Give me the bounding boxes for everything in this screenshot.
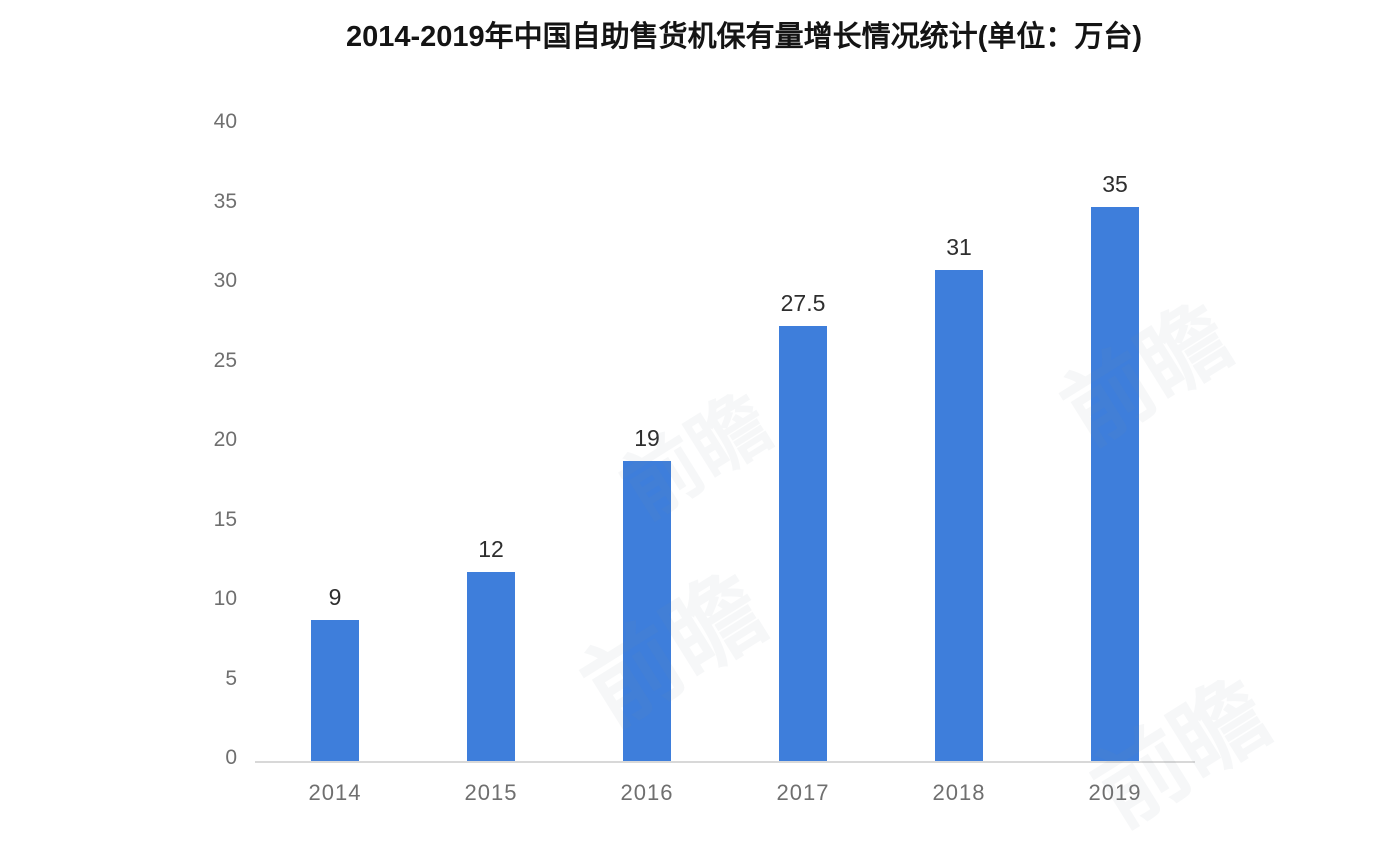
x-tick-label-2014: 2014 xyxy=(308,780,362,805)
chart-title: 2014-2019年中国自助售货机保有量增长情况统计(单位：万台) xyxy=(345,21,1143,53)
x-axis-line xyxy=(255,761,1195,763)
y-tick-label-40: 40 xyxy=(213,110,237,133)
x-tick-label-2019: 2019 xyxy=(1088,780,1142,805)
bar-value-label: 31 xyxy=(946,234,972,261)
bar-2016 xyxy=(623,460,671,763)
bar-value-label: 9 xyxy=(328,583,342,610)
bar-slot-2014: 9 xyxy=(257,127,413,763)
y-tick-label-35: 35 xyxy=(213,189,237,213)
y-tick-label-10: 10 xyxy=(213,587,237,610)
bar-2015 xyxy=(467,572,515,763)
x-tick-label-2018: 2018 xyxy=(932,780,986,805)
bar-slot-2017: 27.5 xyxy=(725,127,881,763)
y-tick-label-25: 25 xyxy=(213,348,237,372)
bar-2017 xyxy=(779,325,827,763)
bar-value-label: 27.5 xyxy=(780,289,826,316)
y-tick-label-15: 15 xyxy=(213,507,237,531)
bar-value-label: 12 xyxy=(478,536,504,563)
plot-area: 9 12 19 27.5 31 35 xyxy=(257,127,1193,763)
bar-2014 xyxy=(311,619,359,763)
x-tick-label-2017: 2017 xyxy=(776,780,830,805)
bar-slot-2019: 35 xyxy=(1037,127,1193,763)
y-tick-label-5: 5 xyxy=(225,666,237,690)
x-tick-label-2015: 2015 xyxy=(464,780,518,805)
x-axis-tick-labels: 2014 2015 2016 2017 2018 2019 xyxy=(257,780,1193,806)
bar-2018 xyxy=(935,270,983,763)
x-tick-label-2016: 2016 xyxy=(620,780,674,805)
bar-slot-2015: 12 xyxy=(413,127,569,763)
bar-slot-2018: 31 xyxy=(881,127,1037,763)
bar-value-label: 35 xyxy=(1102,170,1128,197)
y-tick-label-30: 30 xyxy=(213,269,237,292)
bar-2019 xyxy=(1091,206,1139,763)
y-tick-label-20: 20 xyxy=(213,428,237,451)
y-tick-label-0: 0 xyxy=(225,746,237,769)
bar-slot-2016: 19 xyxy=(569,127,725,763)
bar-value-label: 19 xyxy=(634,424,660,451)
